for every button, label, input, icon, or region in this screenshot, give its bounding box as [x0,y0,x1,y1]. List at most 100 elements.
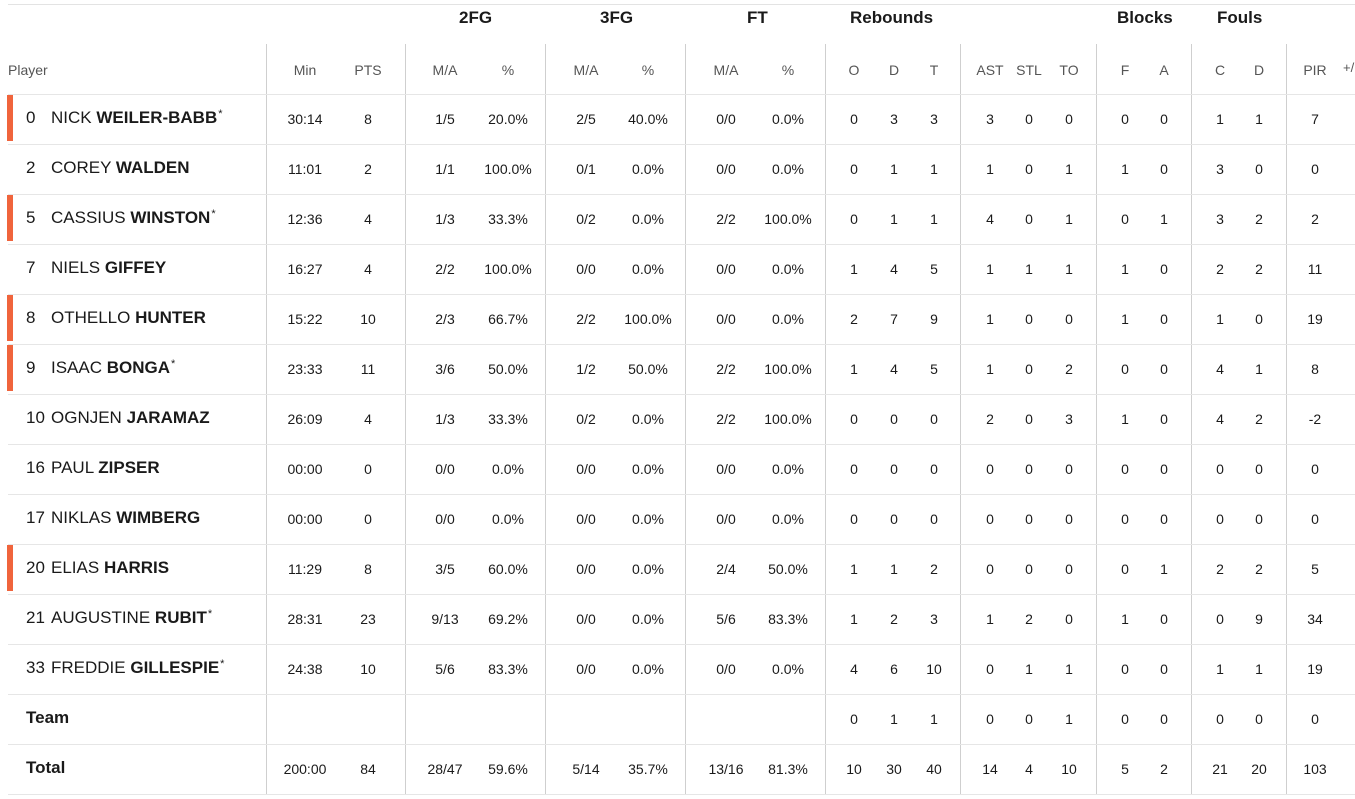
team-row-label: Team [26,708,70,727]
cell-fg2-ma: 9/13 [431,611,459,627]
cell-min: 30:14 [287,111,323,127]
cell-ft-ma: 0/0 [716,461,736,477]
col-header-ft-ma[interactable]: M/A [713,62,739,78]
col-header-fg2-ma[interactable]: M/A [432,62,458,78]
player-name-link[interactable]: PAUL ZIPSER [51,458,160,478]
column-divider [266,44,267,795]
cell-reb-d: 4 [890,361,898,377]
starter-asterisk: * [207,608,213,620]
cell-blk-a: 0 [1160,611,1168,627]
col-header-foul-d[interactable]: D [1253,62,1265,78]
col-header-reb-d[interactable]: D [888,62,900,78]
col-header-plus-minus[interactable]: +/ [1343,60,1355,75]
col-header-pts[interactable]: PTS [354,62,382,78]
col-header-fg3-ma[interactable]: M/A [573,62,599,78]
cell-fg3-pct: 100.0% [624,311,672,327]
cell-ft-pct: 100.0% [764,411,812,427]
cell-fg3-pct: 0.0% [632,611,664,627]
player-row[interactable]: 20 ELIAS HARRIS 11:29 8 3/5 60.0% 0/0 0.0% 2/4 50… [0,544,1355,594]
col-header-fg2-pct[interactable]: % [501,62,515,78]
cell-reb-d: 0 [890,461,898,477]
col-header-reb-t[interactable]: T [929,62,939,78]
player-row[interactable]: 10 OGNJEN JARAMAZ 26:09 4 1/3 33.3% 0/2 0.0% 2/2… [0,394,1355,444]
col-header-min[interactable]: Min [293,62,317,78]
cell-reb-t: 2 [930,561,938,577]
player-name-link[interactable]: NICK WEILER-BABB* [51,108,223,130]
cell-ft-ma: 2/2 [716,411,736,427]
cell-ft-pct: 100.0% [764,211,812,227]
player-name-link[interactable]: NIELS GIFFEY [51,258,166,278]
player-name-link[interactable]: ELIAS HARRIS [51,558,169,578]
player-last-name: JARAMAZ [126,408,210,427]
cell-to: 2 [1065,361,1073,377]
cell-foul-c: 1 [1216,311,1224,327]
cell-fg2-ma: 3/5 [435,561,455,577]
cell-pir: 103 [1303,761,1327,777]
cell-foul-d: 0 [1255,511,1263,527]
cell-foul-d: 2 [1255,261,1263,277]
player-row[interactable]: 5 CASSIUS WINSTON* 12:36 4 1/3 33.3% 0/2 0.0% 2/… [0,194,1355,244]
player-row[interactable]: 33 FREDDIE GILLESPIE* 24:38 10 5/6 83.3% 0/0 0.… [0,644,1355,694]
cell-pir: 0 [1311,711,1319,727]
cell-fg3-ma: 0/0 [576,511,596,527]
col-header-foul-c[interactable]: C [1214,62,1226,78]
player-name-link[interactable]: AUGUSTINE RUBIT* [51,608,212,630]
cell-pts: 8 [364,111,372,127]
player-first-name: CASSIUS [51,208,126,227]
player-row[interactable]: 16 PAUL ZIPSER 00:00 0 0/0 0.0% 0/0 0.0% 0/0 0.0%… [0,444,1355,494]
player-name-link[interactable]: OTHELLO HUNTER [51,308,206,328]
player-name-link[interactable]: COREY WALDEN [51,158,190,178]
col-header-blk-a[interactable]: A [1159,62,1169,78]
player-name-link[interactable]: NIKLAS WIMBERG [51,508,200,528]
player-row[interactable]: 21 AUGUSTINE RUBIT* 28:31 23 9/13 69.2% 0/0 0.0… [0,594,1355,644]
cell-foul-c: 4 [1216,411,1224,427]
player-first-name: ELIAS [51,558,100,577]
col-header-reb-o[interactable]: O [848,62,860,78]
cell-foul-d: 2 [1255,211,1263,227]
player-row[interactable]: 8 OTHELLO HUNTER 15:22 10 2/3 66.7% 2/2 100.0% 0… [0,294,1355,344]
cell-reb-d: 7 [890,311,898,327]
player-row[interactable]: 2 COREY WALDEN 11:01 2 1/1 100.0% 0/1 0.0% 0/0 0.… [0,144,1355,194]
player-first-name: ISAAC [51,358,103,377]
cell-ast: 4 [986,211,994,227]
cell-fg3-ma: 0/0 [576,661,596,677]
cell-ft-pct: 0.0% [772,461,804,477]
row-divider [8,644,1355,645]
col-header-ft-pct[interactable]: % [781,62,795,78]
cell-ft-pct: 50.0% [768,561,808,577]
player-first-name: NICK [51,108,92,127]
player-row[interactable]: 0 NICK WEILER-BABB* 30:14 8 1/5 20.0% 2/5 40.0%… [0,94,1355,144]
cell-pts: 23 [360,611,376,627]
player-last-name: HUNTER [135,308,206,327]
player-name-link[interactable]: CASSIUS WINSTON* [51,208,216,230]
cell-ft-ma: 0/0 [716,111,736,127]
col-header-ast[interactable]: AST [976,62,1004,78]
column-divider [1191,44,1192,795]
cell-foul-c: 2 [1216,561,1224,577]
col-header-player[interactable]: Player [8,62,48,78]
cell-reb-o: 0 [850,111,858,127]
cell-ft-pct: 83.3% [768,611,808,627]
col-header-blk-f[interactable]: F [1120,62,1130,78]
player-row[interactable]: 17 NIKLAS WIMBERG 00:00 0 0/0 0.0% 0/0 0.0% 0/0 0… [0,494,1355,544]
cell-to: 0 [1065,611,1073,627]
cell-foul-d: 0 [1255,161,1263,177]
player-row[interactable]: 7 NIELS GIFFEY 16:27 4 2/2 100.0% 0/0 0.0% 0/0 0.… [0,244,1355,294]
cell-to: 1 [1065,211,1073,227]
starter-indicator [7,195,13,241]
player-name-link[interactable]: FREDDIE GILLESPIE* [51,658,224,680]
cell-fg2-ma: 2/2 [435,261,455,277]
player-row[interactable]: 9 ISAAC BONGA* 23:33 11 3/6 50.0% 1/2 50.0% 2/2 1… [0,344,1355,394]
player-name-link[interactable]: OGNJEN JARAMAZ [51,408,210,428]
cell-reb-t: 1 [930,711,938,727]
cell-reb-o: 1 [850,561,858,577]
col-header-pir[interactable]: PIR [1303,62,1327,78]
cell-pir: 0 [1311,511,1319,527]
cell-reb-d: 30 [886,761,902,777]
col-header-stl[interactable]: STL [1016,62,1042,78]
col-header-fg3-pct[interactable]: % [641,62,655,78]
cell-min: 26:09 [287,411,323,427]
cell-ft-ma: 13/16 [708,761,744,777]
player-name-link[interactable]: ISAAC BONGA* [51,358,175,380]
col-header-to[interactable]: TO [1059,62,1079,78]
